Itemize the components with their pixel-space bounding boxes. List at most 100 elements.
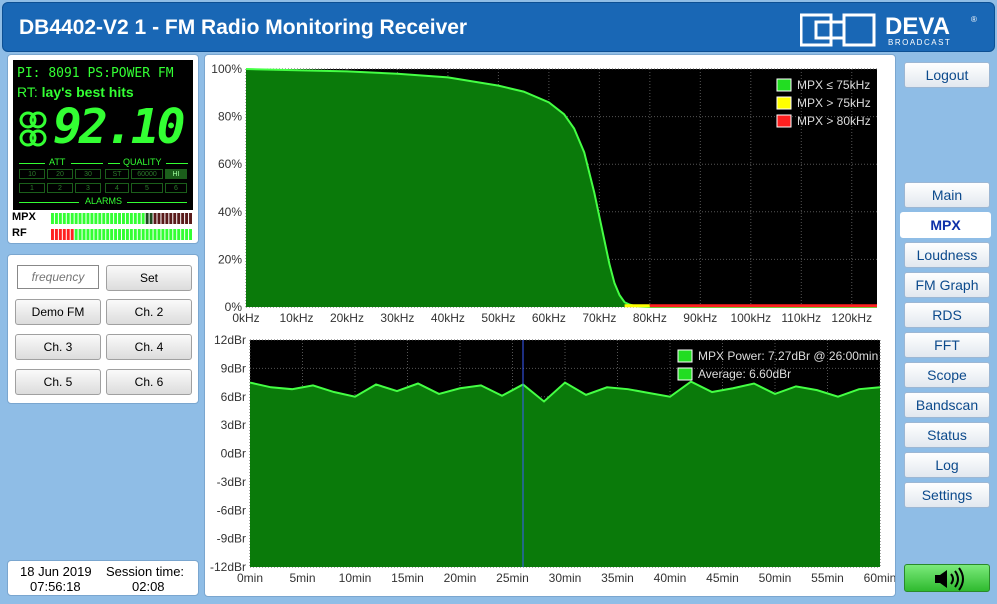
mpx-meter-segment: [86, 213, 90, 224]
x-tick-label: 30kHz: [380, 311, 414, 325]
x-tick-label: 15min: [391, 571, 424, 585]
rf-meter-segment: [70, 229, 74, 240]
mpx-meter-segment: [122, 213, 125, 224]
x-tick-label: 40min: [654, 571, 687, 585]
mpx-meter-segment: [161, 213, 165, 224]
rf-meter-segment: [125, 229, 129, 240]
rf-meter-segment: [153, 229, 157, 240]
nav-mpx[interactable]: MPX: [900, 212, 991, 238]
session-time-value: 02:08: [132, 579, 165, 594]
quality-label: QUALITY: [123, 157, 162, 167]
legend-label: Average: 6.60dBr: [698, 367, 791, 381]
series-area: [246, 69, 877, 307]
alarm-cell-4: 4: [105, 183, 129, 193]
rf-meter-segment: [137, 229, 141, 240]
logo-subtitle: BROADCAST: [888, 38, 951, 47]
mpx-meter-segment: [98, 213, 102, 224]
app-header: DB4402-V2 1 - FM Radio Monitoring Receiv…: [2, 2, 995, 52]
y-tick-label: 20%: [218, 252, 242, 266]
sound-button[interactable]: [904, 564, 990, 592]
y-tick-label: 12dBr: [214, 333, 246, 347]
rf-meter-segment: [122, 229, 125, 240]
legend-label: MPX ≤ 75kHz: [797, 78, 870, 92]
mpx-meter-segment: [153, 213, 157, 224]
nav-fm-graph[interactable]: FM Graph: [904, 272, 990, 298]
rds-pi-ps: PI: 8091 PS:POWER FM: [17, 66, 174, 81]
rds-rt: RT: lay's best hits: [17, 84, 134, 100]
rf-meter-segment: [74, 229, 78, 240]
nav-fft[interactable]: FFT: [904, 332, 990, 358]
rf-meter-segment: [189, 229, 192, 240]
alarm-cell-6: 6: [165, 183, 187, 193]
mpx-power-chart: 0min 5min 10min 15min 20min 25min 30min 35min 40…: [210, 333, 895, 585]
mpx-meter-segment: [51, 213, 54, 224]
deva-logo: DEVA ® BROADCAST: [800, 13, 977, 47]
nav-loudness[interactable]: Loudness: [904, 242, 990, 268]
mpx-meter-segment: [173, 213, 177, 224]
nav-rds[interactable]: RDS: [904, 302, 990, 328]
ps-label: PS:: [87, 66, 111, 81]
x-tick-label: 0kHz: [232, 311, 259, 325]
x-tick-label: 20kHz: [330, 311, 364, 325]
legend-label: MPX > 75kHz: [797, 96, 871, 110]
session-panel: 18 Jun 2019 07:56:18 Session time: 02:08: [7, 560, 199, 596]
series-area: [250, 381, 880, 567]
nav-log[interactable]: Log: [904, 452, 990, 478]
rt-value: lay's best hits: [41, 84, 134, 100]
x-tick-label: 50min: [759, 571, 792, 585]
channel-button-6[interactable]: Ch. 6: [106, 369, 192, 395]
x-tick-label: 10min: [339, 571, 372, 585]
ps-value: POWER FM: [110, 66, 174, 81]
y-tick-label: 9dBr: [221, 361, 246, 375]
att-cell-30: 30: [75, 169, 101, 179]
mpx-meter-segment: [165, 213, 169, 224]
nav-main[interactable]: Main: [904, 182, 990, 208]
rt-label: RT:: [17, 84, 38, 100]
nav-status[interactable]: Status: [904, 422, 990, 448]
frequency-input[interactable]: [17, 265, 99, 289]
quality-cell-60000: 60000: [131, 169, 163, 179]
rf-meter-segment: [94, 229, 98, 240]
logout-button[interactable]: Logout: [904, 62, 990, 88]
channel-button-4[interactable]: Ch. 4: [106, 334, 192, 360]
nav-settings[interactable]: Settings: [904, 482, 990, 508]
x-tick-label: 10kHz: [279, 311, 313, 325]
mpx-meter-segment: [149, 213, 153, 224]
x-tick-label: 25min: [496, 571, 529, 585]
y-tick-label: 0%: [225, 300, 243, 314]
mpx-meter-segment: [74, 213, 78, 224]
mpx-meter-segment: [82, 213, 86, 224]
nav-scope[interactable]: Scope: [904, 362, 990, 388]
mpx-meter-segment: [145, 213, 149, 224]
mpx-meter-segment: [54, 213, 58, 224]
rf-meter-segment: [129, 229, 133, 240]
y-tick-label: 3dBr: [221, 418, 246, 432]
att-label: ATT: [49, 157, 66, 167]
alarm-cell-3: 3: [75, 183, 101, 193]
pi-value: 8091: [48, 66, 80, 81]
set-frequency-button[interactable]: Set: [106, 265, 192, 291]
mpx-meter-segment: [70, 213, 74, 224]
mpx-meter-segment: [110, 213, 114, 224]
rf-meter-segment: [78, 229, 82, 240]
pi-label: PI:: [17, 66, 41, 81]
mpx-meter-label: MPX: [12, 211, 36, 223]
nav-bandscan[interactable]: Bandscan: [904, 392, 990, 418]
mpx-meter-segment: [177, 213, 181, 224]
logo-text: DEVA: [885, 13, 950, 40]
y-tick-label: 6dBr: [221, 390, 246, 404]
rf-meter-label: RF: [12, 227, 27, 239]
x-tick-label: 45min: [706, 571, 739, 585]
x-tick-label: 120kHz: [831, 311, 872, 325]
mpx-meter-segment: [185, 213, 189, 224]
channel-button-demo-fm[interactable]: Demo FM: [15, 299, 101, 325]
channel-button-2[interactable]: Ch. 2: [106, 299, 192, 325]
mpx-meter-segment: [118, 213, 121, 224]
channel-button-5[interactable]: Ch. 5: [15, 369, 101, 395]
rf-meter-segment: [169, 229, 173, 240]
legend-label: MPX Power: 7.27dBr @ 26:00min: [698, 349, 878, 363]
mpx-meter-segment: [137, 213, 141, 224]
channel-button-3[interactable]: Ch. 3: [15, 334, 101, 360]
stereo-icon: [19, 111, 47, 147]
page-title: DB4402-V2 1 - FM Radio Monitoring Receiv…: [19, 16, 468, 39]
